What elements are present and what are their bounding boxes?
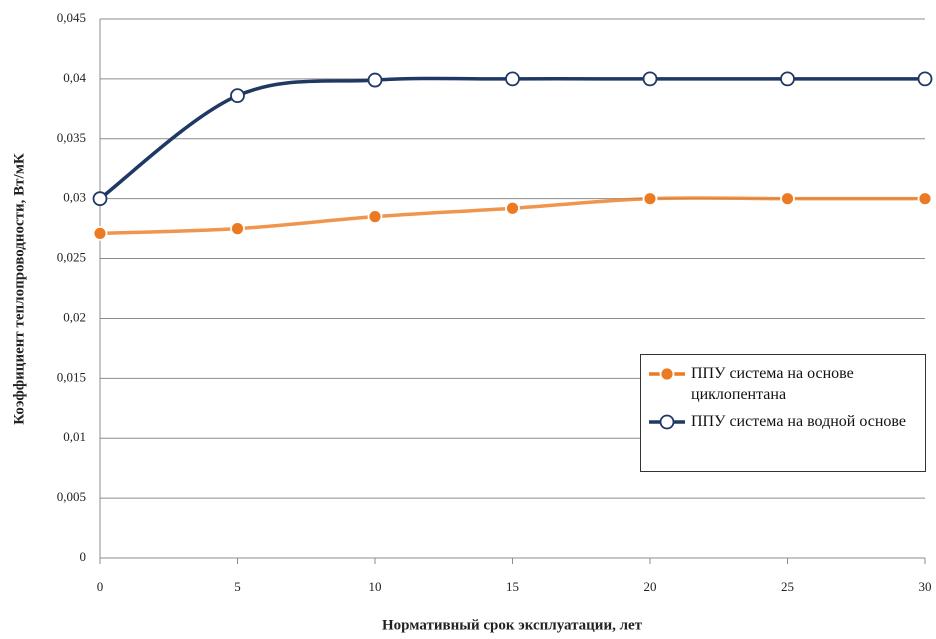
y-tick-label: 0,01 [63,429,86,444]
x-tick-label: 10 [369,579,382,594]
legend-label: ППУ система на основе циклопентана [691,365,854,403]
x-tick-label: 30 [919,579,932,594]
x-tick-label: 20 [644,579,657,594]
point [92,226,108,241]
point [642,191,658,207]
legend-marker [659,366,675,382]
legend-label: ППУ система на водной основе [691,413,906,430]
point [505,200,520,216]
point [92,191,108,207]
point [780,71,795,87]
point [642,71,658,87]
point [505,71,520,87]
y-tick-label: 0,04 [63,70,86,85]
x-axis-title: Нормативный срок эксплуатации, лет [382,617,643,633]
point [367,72,383,88]
legend-item: ППУ система на основе циклопентана [647,363,919,405]
y-tick-label: 0,005 [57,489,86,504]
x-tick-label: 25 [781,579,794,594]
y-axis-title: Коэффициент теплопроводности, Вт/мК [11,153,27,425]
legend-swatch [649,414,685,430]
x-tick-label: 5 [234,579,241,594]
y-tick-label: 0,03 [63,190,86,205]
y-tick-label: 0,035 [57,130,86,145]
point [780,191,795,207]
point [230,88,245,104]
point [917,71,933,87]
legend-item: ППУ система на водной основе [647,411,919,432]
point [367,209,383,225]
y-tick-label: 0,02 [63,309,86,324]
point [230,221,245,237]
y-tick-label: 0,025 [57,250,86,265]
point [917,191,933,207]
y-tick-label: 0,045 [57,10,86,25]
x-tick-label: 15 [506,579,519,594]
y-tick-label: 0,015 [57,369,86,384]
legend: ППУ система на основе циклопентана ППУ си… [640,354,926,472]
x-tick-label: 0 [97,579,104,594]
legend-marker [659,414,675,430]
y-tick-label: 0 [80,549,87,564]
legend-swatch [649,366,685,382]
